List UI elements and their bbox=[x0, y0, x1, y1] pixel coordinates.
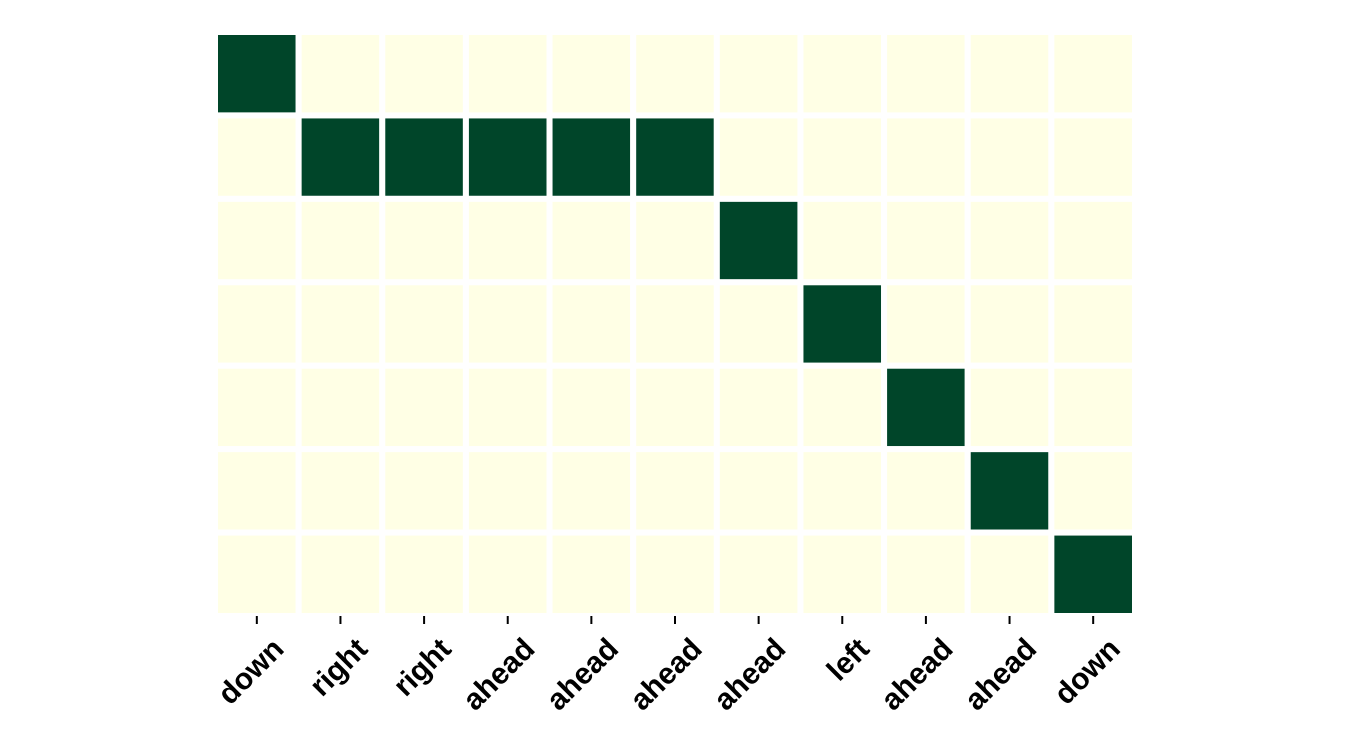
heatmap-cell-r6-c4 bbox=[546, 529, 637, 619]
heatmap-cell-r6-c3 bbox=[462, 529, 553, 619]
heatmap-cell-r0-c3 bbox=[462, 29, 553, 119]
heatmap-cell-r4-c6 bbox=[713, 362, 804, 453]
x-tick-label: down bbox=[212, 632, 291, 711]
heatmap-cell-r5-c5 bbox=[630, 446, 720, 536]
heatmap-cell-r4-c4 bbox=[546, 362, 637, 453]
heatmap-cell-r0-c4 bbox=[546, 29, 637, 119]
heatmap-cell-r3-c5 bbox=[630, 279, 720, 369]
heatmap-cell-r5-c8 bbox=[881, 446, 971, 536]
heatmap-cell-r2-c4 bbox=[546, 195, 637, 286]
heatmap-cell-r0-c7 bbox=[797, 29, 888, 119]
heatmap-cell-r6-c10 bbox=[1048, 529, 1139, 619]
heatmap-cell-r1-c9 bbox=[964, 112, 1055, 202]
heatmap-cell-r4-c9 bbox=[964, 362, 1055, 453]
heatmap-cell-r6-c7 bbox=[797, 529, 888, 619]
heatmap-cell-r5-c4 bbox=[546, 446, 637, 536]
heatmap-cell-r1-c6 bbox=[713, 112, 804, 202]
heatmap-cell-r6-c2 bbox=[379, 529, 469, 619]
heatmap-cell-r2-c0 bbox=[212, 195, 302, 286]
heatmap-cell-r2-c2 bbox=[379, 195, 469, 286]
heatmap-cell-r6-c1 bbox=[295, 529, 386, 619]
heatmap-cell-r6-c0 bbox=[212, 529, 302, 619]
heatmap-cell-r0-c5 bbox=[630, 29, 720, 119]
x-tick-label: ahead bbox=[457, 632, 542, 717]
heatmap-cell-r4-c0 bbox=[212, 362, 302, 453]
heatmap-cell-r5-c10 bbox=[1048, 446, 1139, 536]
heatmap-cell-r3-c0 bbox=[212, 279, 302, 369]
heatmap-cell-r1-c2 bbox=[379, 112, 469, 202]
heatmap-cell-r3-c3 bbox=[462, 279, 553, 369]
heatmap-cell-r3-c1 bbox=[295, 279, 386, 369]
x-tick-label: ahead bbox=[624, 632, 709, 717]
heatmap-cell-r4-c3 bbox=[462, 362, 553, 453]
heatmap-cell-r1-c4 bbox=[546, 112, 637, 202]
heatmap-cell-r5-c6 bbox=[713, 446, 804, 536]
heatmap-cell-r4-c10 bbox=[1048, 362, 1139, 453]
heatmap-cell-r3-c4 bbox=[546, 279, 637, 369]
heatmap-cell-r2-c10 bbox=[1048, 195, 1139, 286]
heatmap-cell-r0-c6 bbox=[713, 29, 804, 119]
heatmap-cell-r1-c0 bbox=[212, 112, 302, 202]
heatmap-cell-r4-c5 bbox=[630, 362, 720, 453]
heatmap-cell-r5-c9 bbox=[964, 446, 1055, 536]
x-tick-label: ahead bbox=[959, 632, 1044, 717]
x-tick-label: left bbox=[821, 632, 876, 687]
heatmap-cell-r0-c10 bbox=[1048, 29, 1139, 119]
heatmap-cell-r2-c3 bbox=[462, 195, 553, 286]
heatmap-cell-r0-c2 bbox=[379, 29, 469, 119]
heatmap-cell-r5-c3 bbox=[462, 446, 553, 536]
heatmap-cell-r3-c10 bbox=[1048, 279, 1139, 369]
x-axis-ticks bbox=[255, 616, 1095, 624]
heatmap-cell-r5-c1 bbox=[295, 446, 386, 536]
x-tick-label: right bbox=[387, 632, 457, 702]
heatmap-cell-r5-c0 bbox=[212, 446, 302, 536]
x-tick-label: ahead bbox=[875, 632, 960, 717]
heatmap-cell-r3-c7 bbox=[797, 279, 888, 369]
heatmap-cell-r2-c8 bbox=[881, 195, 971, 286]
heatmap-cell-r2-c6 bbox=[713, 195, 804, 286]
heatmap-cell-r1-c10 bbox=[1048, 112, 1139, 202]
heatmap-cell-r2-c5 bbox=[630, 195, 720, 286]
heatmap-cell-r3-c6 bbox=[713, 279, 804, 369]
heatmap-cell-r1-c8 bbox=[881, 112, 971, 202]
x-tick-label: right bbox=[304, 632, 374, 702]
heatmap-cell-r1-c7 bbox=[797, 112, 888, 202]
heatmap-cell-r5-c2 bbox=[379, 446, 469, 536]
heatmap-cell-r0-c0 bbox=[212, 29, 302, 119]
heatmap-cells bbox=[212, 29, 1139, 619]
heatmap-cell-r2-c7 bbox=[797, 195, 888, 286]
heatmap-cell-r1-c1 bbox=[295, 112, 386, 202]
heatmap-cell-r3-c8 bbox=[881, 279, 971, 369]
heatmap-cell-r2-c1 bbox=[295, 195, 386, 286]
heatmap-cell-r3-c2 bbox=[379, 279, 469, 369]
x-tick-label: ahead bbox=[540, 632, 625, 717]
heatmap-cell-r1-c5 bbox=[630, 112, 720, 202]
heatmap-cell-r6-c9 bbox=[964, 529, 1055, 619]
heatmap-cell-r0-c1 bbox=[295, 29, 386, 119]
heatmap-cell-r0-c8 bbox=[881, 29, 971, 119]
heatmap-cell-r4-c2 bbox=[379, 362, 469, 453]
heatmap-cell-r6-c6 bbox=[713, 529, 804, 619]
heatmap-cell-r3-c9 bbox=[964, 279, 1055, 369]
x-tick-label: down bbox=[1048, 632, 1127, 711]
heatmap-cell-r4-c8 bbox=[881, 362, 971, 453]
heatmap-cell-r1-c3 bbox=[462, 112, 553, 202]
heatmap-cell-r5-c7 bbox=[797, 446, 888, 536]
heatmap-cell-r4-c7 bbox=[797, 362, 888, 453]
heatmap-cell-r6-c8 bbox=[881, 529, 971, 619]
heatmap-cell-r4-c1 bbox=[295, 362, 386, 453]
heatmap-cell-r0-c9 bbox=[964, 29, 1055, 119]
heatmap-cell-r6-c5 bbox=[630, 529, 720, 619]
heatmap-cell-r2-c9 bbox=[964, 195, 1055, 286]
x-tick-label: ahead bbox=[708, 632, 793, 717]
